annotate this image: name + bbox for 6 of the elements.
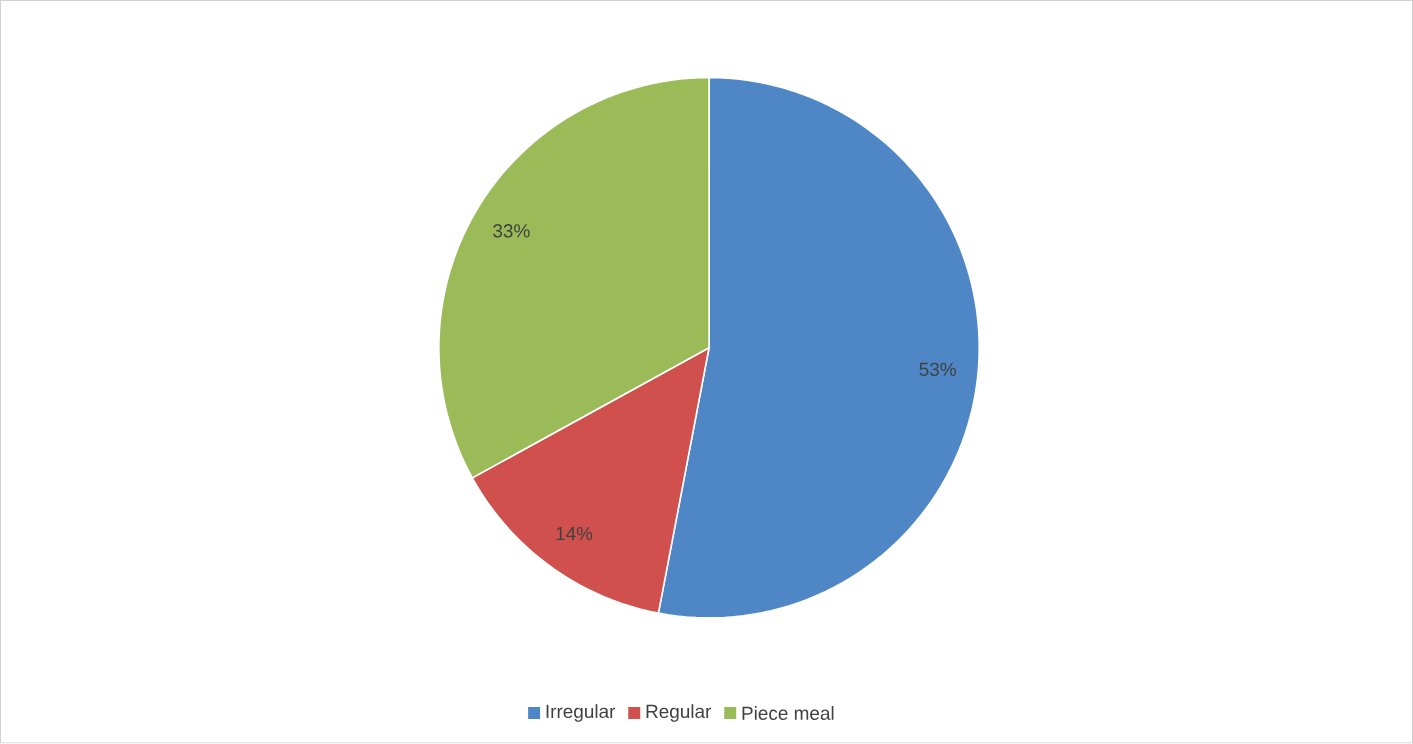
legend-label: Regular (646, 704, 712, 723)
legend-label: Irregular (546, 704, 616, 723)
data-label: 53% (919, 362, 956, 377)
data-label: 33% (493, 224, 530, 238)
data-label: 14% (556, 527, 593, 541)
legend-label: Piece meal (742, 706, 834, 721)
